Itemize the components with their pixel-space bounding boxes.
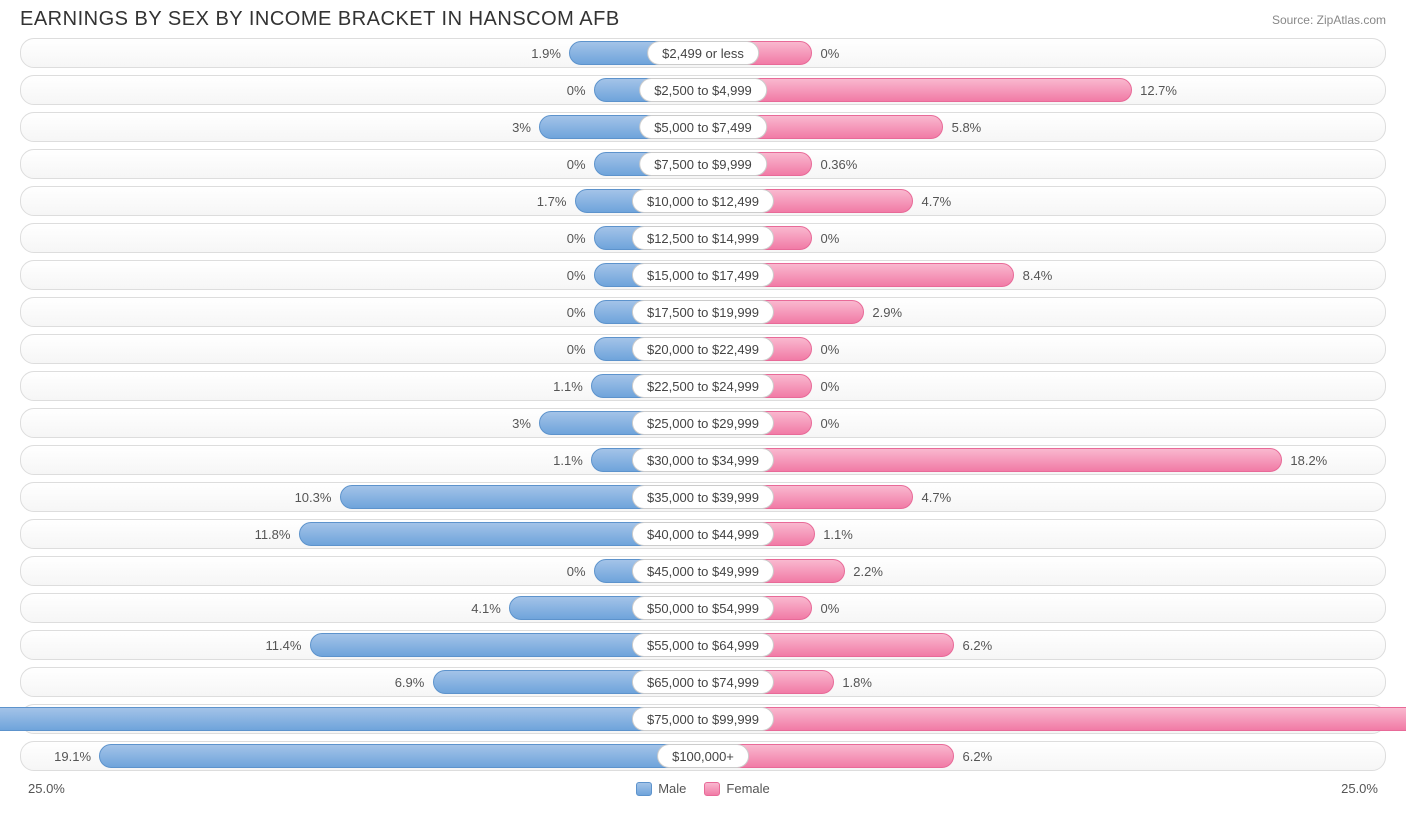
chart-row: $35,000 to $39,999 10.3% 4.7% [20,479,1386,515]
bracket-label: $2,499 or less [647,41,759,65]
male-value: 11.4% [266,627,302,663]
female-value: 6.2% [963,627,993,663]
source-label: Source: ZipAtlas.com [1272,13,1386,27]
bracket-label: $15,000 to $17,499 [632,263,774,287]
bracket-label: $30,000 to $34,999 [632,448,774,472]
chart-row: $2,500 to $4,999 0% 12.7% [20,72,1386,108]
male-value: 4.1% [471,590,501,626]
male-value: 0% [567,146,586,182]
male-value: 1.7% [537,183,567,219]
chart-row: $100,000+ 19.1% 6.2% [20,738,1386,774]
male-value: 6.9% [395,664,425,700]
male-bar [0,707,703,731]
female-value: 18.2% [1290,442,1327,478]
bracket-label: $17,500 to $19,999 [632,300,774,324]
chart-title: EARNINGS BY SEX BY INCOME BRACKET IN HAN… [20,8,620,31]
bracket-label: $5,000 to $7,499 [639,115,767,139]
chart-row: $5,000 to $7,499 3% 5.8% [20,109,1386,145]
bracket-label: $7,500 to $9,999 [639,152,767,176]
female-value: 2.9% [872,294,902,330]
female-value: 1.8% [842,664,872,700]
chart-row: $55,000 to $64,999 11.4% 6.2% [20,627,1386,663]
female-bar [703,448,1282,472]
male-value: 0% [567,72,586,108]
female-value: 4.7% [922,183,952,219]
male-bar [99,744,703,768]
female-bar [703,78,1132,102]
female-value: 6.2% [963,738,993,774]
male-value: 1.1% [553,442,583,478]
female-value: 5.8% [952,109,982,145]
female-value: 0% [820,331,839,367]
female-bar [703,707,1406,731]
legend: Male Female [636,781,770,796]
chart-row: $15,000 to $17,499 0% 8.4% [20,257,1386,293]
chart-row: $30,000 to $34,999 1.1% 18.2% [20,442,1386,478]
chart-row: $2,499 or less 1.9% 0% [20,35,1386,71]
female-value: 1.1% [823,516,853,552]
female-value: 4.7% [922,479,952,515]
male-value: 10.3% [295,479,332,515]
male-value: 1.1% [553,368,583,404]
female-value: 0% [820,220,839,256]
bracket-label: $2,500 to $4,999 [639,78,767,102]
chart-row: $7,500 to $9,999 0% 0.36% [20,146,1386,182]
legend-female-label: Female [726,781,769,796]
bracket-label: $12,500 to $14,999 [632,226,774,250]
male-value: 11.8% [255,516,291,552]
chart-row: $17,500 to $19,999 0% 2.9% [20,294,1386,330]
bracket-label: $25,000 to $29,999 [632,411,774,435]
chart-row: $10,000 to $12,499 1.7% 4.7% [20,183,1386,219]
female-value: 0.36% [820,146,857,182]
female-value: 0% [820,35,839,71]
bracket-label: $75,000 to $99,999 [632,707,774,731]
male-value: 0% [567,553,586,589]
male-value: 3% [512,405,531,441]
male-value: 0% [567,257,586,293]
bracket-label: $55,000 to $64,999 [632,633,774,657]
bracket-label: $50,000 to $54,999 [632,596,774,620]
chart-row: $25,000 to $29,999 3% 0% [20,405,1386,441]
female-value: 0% [820,405,839,441]
chart-area: $2,499 or less1.9%0%$2,500 to $4,9990%12… [0,35,1406,774]
male-value: 3% [512,109,531,145]
chart-row: $12,500 to $14,999 0% 0% [20,220,1386,256]
male-value: 0% [567,294,586,330]
male-swatch-icon [636,782,652,796]
bracket-label: $40,000 to $44,999 [632,522,774,546]
bracket-label: $65,000 to $74,999 [632,670,774,694]
chart-row: $50,000 to $54,999 4.1% 0% [20,590,1386,626]
female-value: 0% [820,590,839,626]
legend-male-label: Male [658,781,686,796]
legend-female: Female [704,781,769,796]
female-value: 8.4% [1023,257,1053,293]
chart-row: $65,000 to $74,999 6.9% 1.8% [20,664,1386,700]
bracket-label: $100,000+ [657,744,749,768]
female-swatch-icon [704,782,720,796]
male-value: 0% [567,220,586,256]
male-value: 19.1% [54,738,91,774]
legend-male: Male [636,781,686,796]
female-value: 0% [820,368,839,404]
bracket-label: $10,000 to $12,499 [632,189,774,213]
axis-left-max: 25.0% [28,781,65,796]
male-value: 1.9% [531,35,561,71]
female-value: 12.7% [1140,72,1177,108]
chart-row: $75,000 to $99,99924.7%24.7% [20,701,1386,737]
bracket-label: $22,500 to $24,999 [632,374,774,398]
axis-right-max: 25.0% [1341,781,1378,796]
female-value: 2.2% [853,553,883,589]
male-value: 0% [567,331,586,367]
bracket-label: $20,000 to $22,499 [632,337,774,361]
bracket-label: $35,000 to $39,999 [632,485,774,509]
chart-row: $20,000 to $22,499 0% 0% [20,331,1386,367]
chart-row: $40,000 to $44,999 11.8% 1.1% [20,516,1386,552]
bracket-label: $45,000 to $49,999 [632,559,774,583]
chart-row: $45,000 to $49,999 0% 2.2% [20,553,1386,589]
chart-row: $22,500 to $24,999 1.1% 0% [20,368,1386,404]
